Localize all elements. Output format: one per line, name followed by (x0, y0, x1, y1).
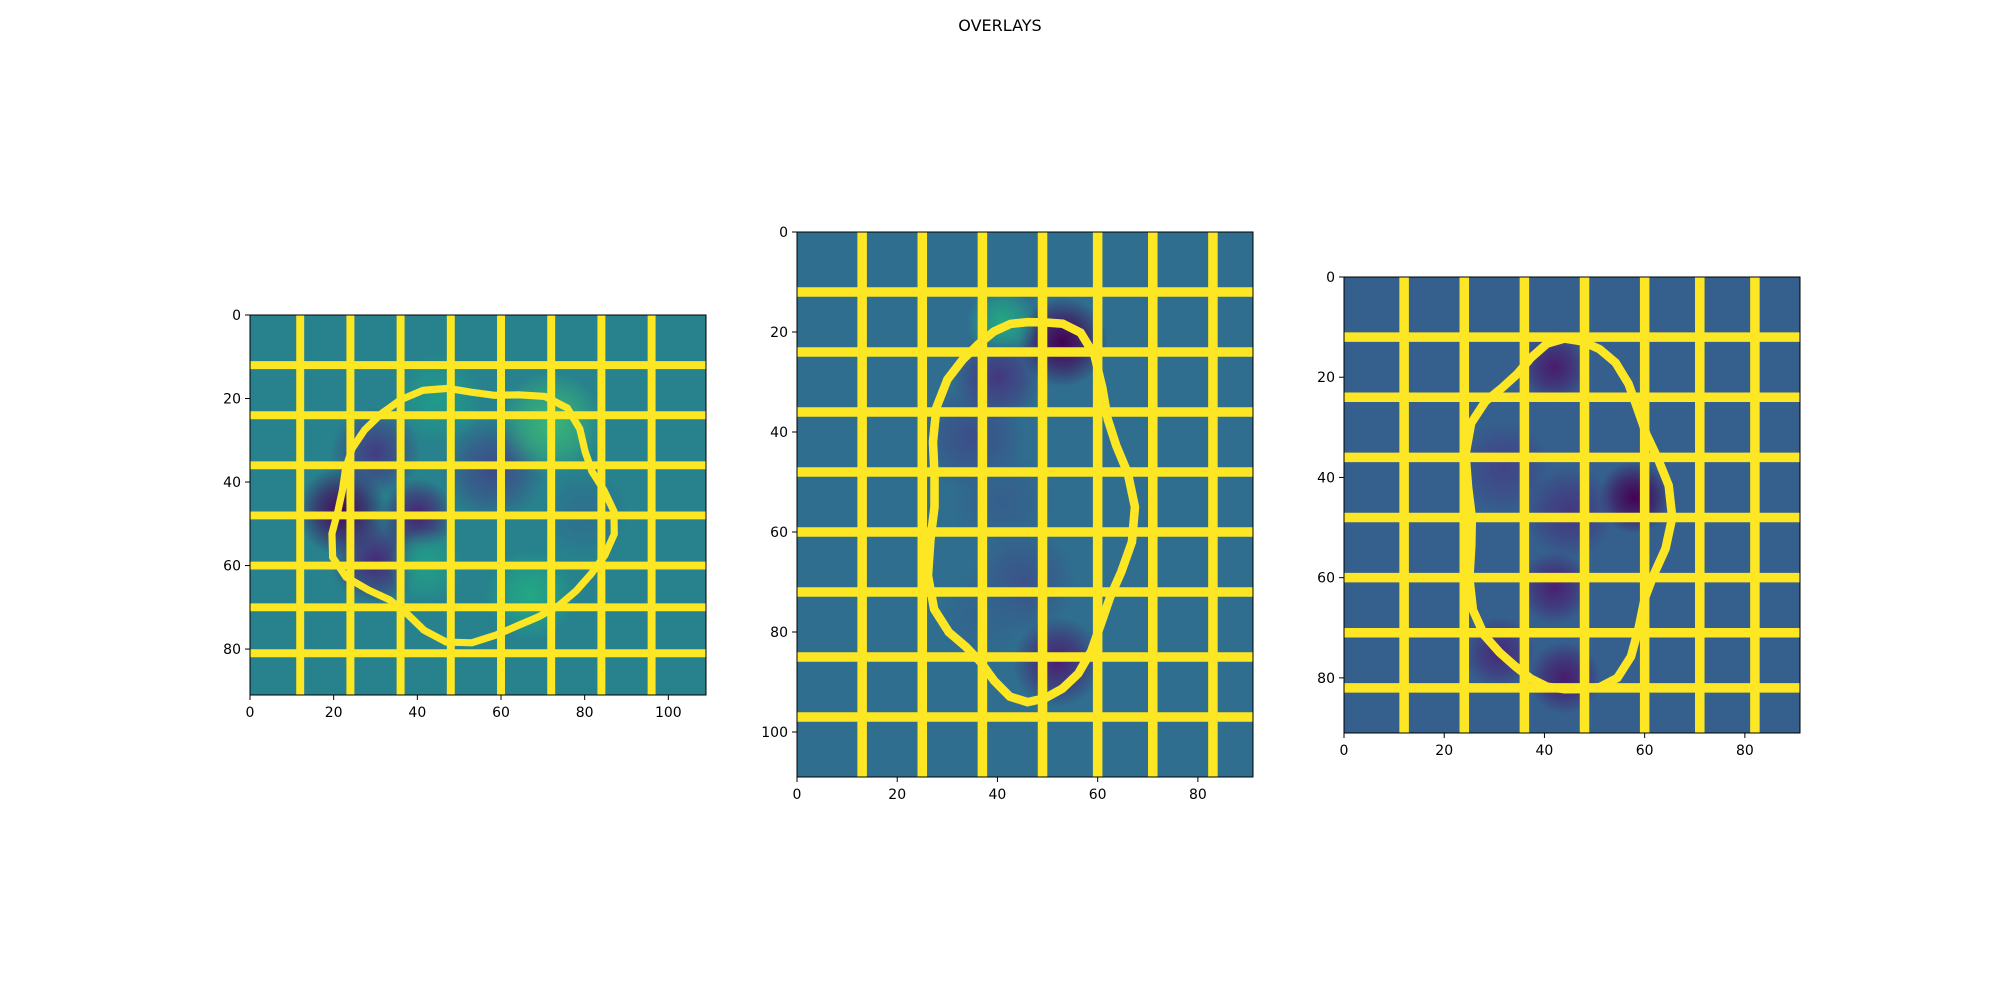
x-tick-label: 0 (1340, 743, 1349, 759)
y-tick-label: 20 (223, 392, 241, 408)
intensity-blob (1012, 617, 1103, 707)
region-boundary (923, 317, 1140, 707)
x-tick-label: 60 (1089, 787, 1107, 803)
x-tick-label: 80 (1189, 787, 1207, 803)
x-tick-label: 80 (576, 705, 594, 721)
intensity-blob (1524, 467, 1615, 558)
x-tick-label: 20 (1435, 743, 1453, 759)
axes-panel-2: 0 20 40 60 80 0 20 40 60 80 100 (761, 225, 1254, 803)
image-content (797, 232, 1253, 777)
y-tick-label: 80 (1317, 671, 1335, 687)
y-tick-label: 0 (779, 225, 788, 241)
image-content (1344, 277, 1800, 733)
y-tick-label: 60 (1317, 571, 1335, 587)
region-boundary (328, 384, 618, 647)
y-tick-label: 40 (1317, 470, 1335, 486)
image-content (250, 315, 706, 695)
x-tick-label: 100 (655, 705, 682, 721)
x-tick-label: 40 (989, 787, 1007, 803)
x-tick-label: 60 (1636, 743, 1654, 759)
y-tick-label: 100 (761, 725, 788, 741)
x-tick-label: 0 (246, 705, 255, 721)
x-tick-label: 40 (408, 705, 426, 721)
panels: 0 20 40 60 80 100 0 20 40 60 80 0 20 40 60 80 0 20 40 60 80 1… (223, 225, 1801, 803)
intensity-blob (1518, 551, 1591, 624)
y-tick-label: 80 (223, 642, 241, 658)
x-tick-label: 20 (888, 787, 906, 803)
y-tick-label: 20 (770, 325, 788, 341)
y-tick-label: 0 (232, 308, 241, 324)
region-boundary (1461, 334, 1677, 694)
y-tick-label: 60 (223, 559, 241, 575)
axes-frame (249, 314, 707, 696)
x-tick-label: 0 (793, 787, 802, 803)
x-tick-label: 20 (325, 705, 343, 721)
y-tick-label: 60 (770, 525, 788, 541)
x-tick-label: 60 (492, 705, 510, 721)
x-tick-label: 40 (1536, 743, 1554, 759)
x-tick-label: 80 (1736, 743, 1754, 759)
intensity-blob (393, 353, 484, 444)
y-tick-label: 20 (1317, 370, 1335, 386)
y-tick-label: 80 (770, 625, 788, 641)
figure-suptitle: OVERLAYS (958, 16, 1041, 35)
y-tick-label: 40 (770, 425, 788, 441)
axes-panel-3: 0 20 40 60 80 0 20 40 60 80 (1317, 270, 1801, 759)
axes-panel-1: 0 20 40 60 80 100 0 20 40 60 80 (223, 308, 707, 721)
axes-frame (796, 231, 1254, 778)
intensity-blob (1528, 641, 1601, 714)
axes-frame (1343, 276, 1801, 734)
y-tick-label: 40 (223, 475, 241, 491)
y-tick-label: 0 (1326, 270, 1335, 286)
